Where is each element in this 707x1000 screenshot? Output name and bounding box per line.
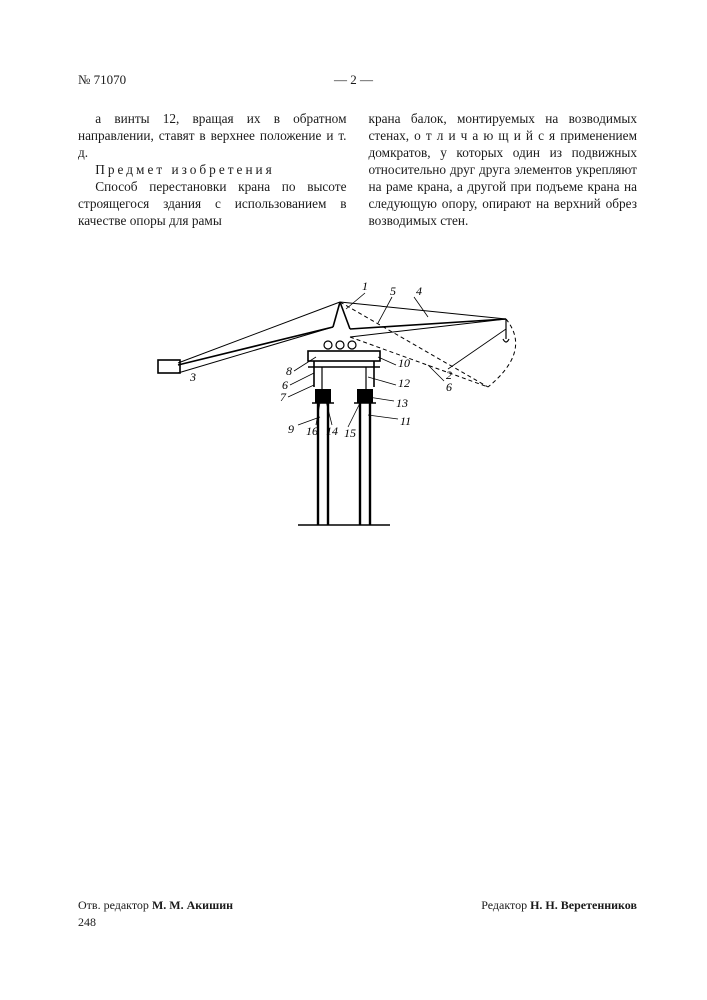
footer: Отв. редактор М. М. Акишин Редактор Н. Н… [78,898,637,930]
figure-label-9: 9 [288,422,294,436]
figure-label-3: 3 [189,370,196,384]
figure-label-6b: 6 [282,378,288,392]
figure-label-6: 6 [446,380,452,394]
figure-label-10: 10 [398,356,410,370]
page-number: — 2 — [334,72,373,88]
figure-label-7: 7 [280,390,287,404]
figure-label-8: 8 [286,364,292,378]
claim-paragraph-cont: крана балок, монтируемых на возводимых с… [369,110,638,229]
figure-label-11: 11 [400,414,411,428]
figure-label-5: 5 [390,284,396,298]
figure-label-12: 12 [398,376,410,390]
figure-label-1: 1 [362,279,368,293]
figure-label-4: 4 [416,284,422,298]
folio-number: 248 [78,915,637,930]
figure-label-13: 13 [396,396,408,410]
technical-figure: 1 2 3 4 5 6 7 8 9 10 11 12 13 14 15 16 6 [78,257,637,542]
section-heading: Предмет изобретения [78,161,347,178]
body-columns: а винты 12, вращая их в обратном направл… [78,110,637,229]
claim-paragraph-start: Способ перестановки крана по высоте стро… [78,178,347,229]
figure-label-16: 16 [306,424,318,438]
figure-label-14: 14 [326,424,338,438]
paragraph-continuation: а винты 12, вращая их в обратном направл… [78,110,347,161]
figure-label-15: 15 [344,426,356,440]
editor: Редактор Н. Н. Веретенников [481,898,637,913]
responsible-editor: Отв. редактор М. М. Акишин [78,898,233,913]
doc-number: № 71070 [78,72,126,88]
